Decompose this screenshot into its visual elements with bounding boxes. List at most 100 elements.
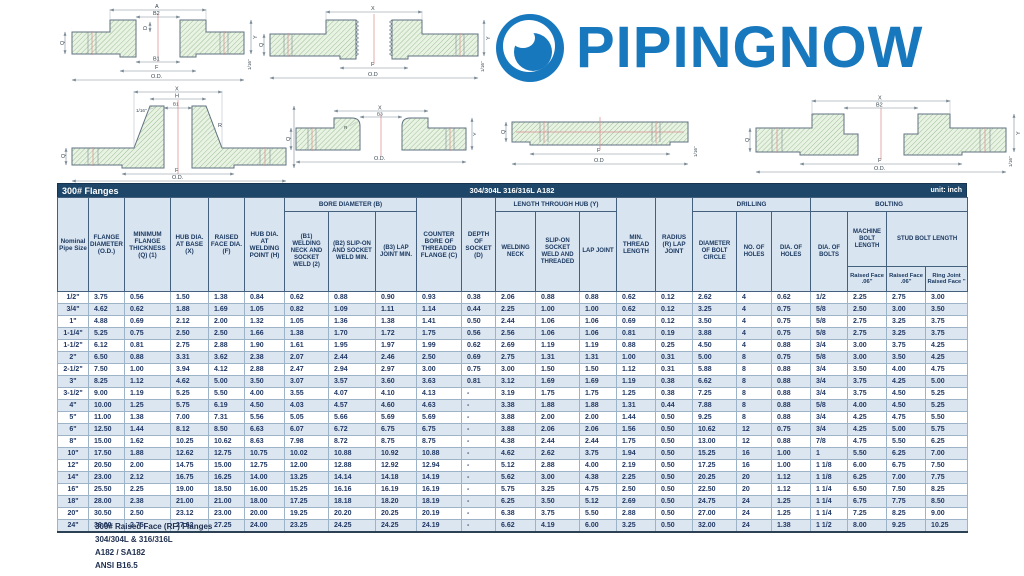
value-cell: 0.69: [124, 315, 171, 328]
value-cell: 4.50: [886, 387, 927, 400]
dim-label: Q: [60, 40, 66, 45]
value-cell: 0.50: [655, 435, 694, 448]
value-cell: 5.88: [692, 363, 738, 376]
value-cell: 4.38: [578, 471, 618, 484]
value-cell: 1.32: [244, 315, 285, 328]
value-cell: 18.19: [416, 495, 462, 508]
value-cell: 3.25: [616, 519, 657, 533]
dim-label: B1: [153, 57, 160, 63]
value-cell: 0.75: [461, 363, 496, 376]
dim-label: 1/16": [247, 59, 252, 70]
value-cell: 3.50: [244, 375, 285, 388]
value-cell: 1.88: [535, 399, 580, 412]
value-cell: 1.44: [124, 423, 171, 436]
value-cell: 1.38: [375, 315, 417, 328]
value-cell: 6.62: [692, 375, 738, 388]
col-header-radius: RADIUS (R) LAP JOINT: [655, 197, 694, 292]
col-header-bolt-circle: DIAMETER OF BOLT CIRCLE: [692, 211, 738, 292]
value-cell: 24: [736, 495, 773, 508]
value-cell: 8.75: [416, 435, 462, 448]
value-cell: 0.88: [771, 339, 812, 352]
value-cell: 3.00: [535, 471, 580, 484]
value-cell: 0.75: [771, 351, 812, 364]
value-cell: 20.50: [88, 459, 125, 472]
pipe-size-cell: 20": [57, 507, 89, 520]
value-cell: 24.25: [375, 519, 417, 533]
value-cell: 3.31: [170, 351, 209, 364]
value-cell: -: [461, 519, 496, 533]
value-cell: 20.20: [328, 507, 376, 520]
value-cell: 4.25: [925, 339, 969, 352]
value-cell: 3.19: [495, 387, 536, 400]
value-cell: 5/8: [810, 351, 849, 364]
dim-label: O.D: [368, 72, 378, 78]
value-cell: 5.50: [847, 447, 888, 460]
value-cell: 0.88: [771, 375, 812, 388]
col-header-counter-bore: COUNTER BORE OF THREADED FLANGE (C): [416, 197, 462, 292]
value-cell: 11.00: [88, 411, 125, 424]
dim-label: B3: [377, 112, 383, 117]
value-cell: 0.44: [655, 399, 694, 412]
value-cell: 2.75: [495, 351, 536, 364]
table-row: 3-1/2" 9.00 1.19 5.25 5.50 4.00 3.55 4.07 4.10 4.…: [57, 387, 969, 400]
value-cell: 6.00: [578, 519, 618, 533]
value-cell: 18.00: [244, 495, 285, 508]
value-cell: 16: [736, 447, 773, 460]
value-cell: 2.00: [208, 315, 245, 328]
value-cell: 5.75: [925, 423, 969, 436]
value-cell: 8: [736, 399, 773, 412]
value-cell: 16.00: [244, 483, 285, 496]
value-cell: 4.63: [416, 399, 462, 412]
value-cell: 5.75: [170, 399, 209, 412]
value-cell: 0.75: [124, 327, 171, 340]
pipe-circle-icon: [496, 14, 564, 82]
value-cell: 4: [736, 339, 773, 352]
value-cell: 1.38: [124, 411, 171, 424]
pipe-size-cell: 6": [57, 423, 89, 436]
value-cell: 0.75: [771, 315, 812, 328]
pipe-size-cell: 24": [57, 519, 89, 533]
col-header-slip-on: SLIP-ON SOCKET WELD AND THREADED: [535, 211, 580, 292]
table-row: 2" 6.50 0.88 3.31 3.62 2.38 2.07 2.44 2.46 2.50 0.…: [57, 351, 969, 364]
value-cell: 10.25: [170, 435, 209, 448]
dim-label: X: [378, 106, 382, 112]
value-cell: 0.82: [284, 303, 329, 316]
value-cell: 3.50: [847, 363, 888, 376]
dim-label: X: [175, 87, 179, 93]
dim-label: H: [175, 94, 179, 100]
value-cell: 5.25: [925, 387, 969, 400]
value-cell: 3.75: [847, 375, 888, 388]
value-cell: 0.62: [284, 291, 329, 304]
value-cell: 15.25: [284, 483, 329, 496]
value-cell: 2.88: [244, 363, 285, 376]
value-cell: 0.38: [655, 387, 694, 400]
value-cell: 1.36: [328, 315, 376, 328]
col-header-stud-rf: Raised Face .06": [886, 266, 927, 292]
value-cell: 0.50: [655, 423, 694, 436]
value-cell: 6.50: [88, 351, 125, 364]
value-cell: 1.50: [170, 291, 209, 304]
value-cell: 2.50: [416, 351, 462, 364]
value-cell: 0.62: [124, 303, 171, 316]
value-cell: 8: [736, 411, 773, 424]
value-cell: 0.75: [771, 327, 812, 340]
value-cell: 5/8: [810, 315, 849, 328]
value-cell: 0.75: [771, 423, 812, 436]
value-cell: 5.00: [208, 375, 245, 388]
value-cell: 4.12: [208, 363, 245, 376]
value-cell: 1.50: [578, 363, 618, 376]
value-cell: 21.00: [208, 495, 245, 508]
value-cell: 8.00: [847, 519, 888, 533]
value-cell: 5.25: [925, 399, 969, 412]
pipe-size-cell: 14": [57, 471, 89, 484]
table-row: 24" 36.00 2.75 27.62 27.25 24.00 23.25 24.25 24.…: [57, 519, 969, 533]
pipe-size-cell: 3": [57, 375, 89, 388]
value-cell: 4.00: [244, 387, 285, 400]
pipe-size-cell: 3-1/2": [57, 387, 89, 400]
value-cell: 0.88: [328, 291, 376, 304]
value-cell: 6.07: [284, 423, 329, 436]
table-row: 12" 20.50 2.00 14.75 15.00 12.75 12.00 12.88 12.…: [57, 459, 969, 472]
value-cell: 0.88: [124, 351, 171, 364]
value-cell: 28.00: [88, 495, 125, 508]
value-cell: 1.75: [416, 327, 462, 340]
